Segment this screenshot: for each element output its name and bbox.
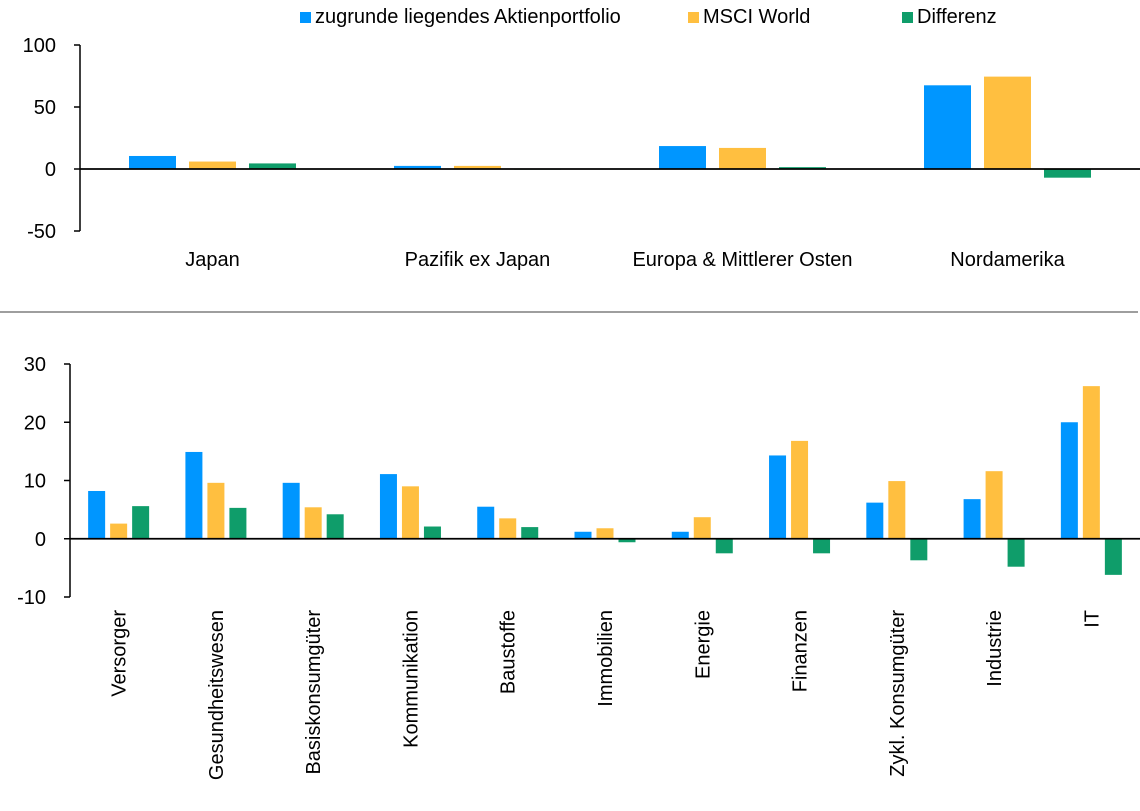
category-label: Nordamerika xyxy=(950,249,1065,271)
bar xyxy=(477,506,495,539)
bar xyxy=(1104,538,1122,575)
y-tick-label: 10 xyxy=(24,471,46,493)
y-tick-label: 20 xyxy=(24,412,46,434)
legend-label-portfolio: zugrunde liegendes Aktienportfolio xyxy=(315,6,621,28)
bar xyxy=(719,147,766,169)
bar xyxy=(866,502,884,539)
bar xyxy=(574,531,592,539)
bar xyxy=(984,76,1031,169)
category-label: IT xyxy=(1081,610,1103,628)
legend-item-portfolio: zugrunde liegendes Aktienportfolio xyxy=(300,6,688,29)
legend-item-differenz: Differenz xyxy=(902,6,997,29)
category-label: Immobilien xyxy=(595,610,617,707)
bar xyxy=(963,499,981,539)
bar xyxy=(423,526,441,539)
bar xyxy=(326,514,344,539)
bar xyxy=(924,85,971,169)
bar xyxy=(888,481,906,539)
bar xyxy=(394,165,441,169)
bar xyxy=(304,507,322,539)
bar xyxy=(189,161,236,169)
y-tick-label: 50 xyxy=(34,97,56,119)
chart-regions: -50 0 50 100 Japan Pazifik ex Japan Europa & M… xyxy=(23,35,1140,271)
bar xyxy=(185,451,203,539)
bar xyxy=(671,531,689,539)
legend-label-msci: MSCI World xyxy=(703,6,811,28)
bar xyxy=(379,474,397,539)
legend-swatch-msci xyxy=(688,12,699,23)
chart-sectors: -10 0 10 20 30 Versorger Gesundheitswesen Basis… xyxy=(17,354,1140,780)
category-label: Energie xyxy=(692,610,714,679)
category-label: Europa & Mittlerer Osten xyxy=(632,249,852,271)
y-tick-label: -10 xyxy=(17,587,46,609)
y-tick-label: 0 xyxy=(35,529,46,551)
bar xyxy=(715,538,733,554)
bar xyxy=(249,163,296,169)
category-label: Pazifik ex Japan xyxy=(405,249,551,271)
category-label: Kommunikation xyxy=(400,610,422,748)
bar xyxy=(401,486,419,539)
category-label: Gesundheitswesen xyxy=(206,610,228,780)
y-tick-label: 100 xyxy=(23,35,56,57)
bar xyxy=(779,167,826,169)
legend-label-differenz: Differenz xyxy=(917,6,997,28)
category-label: Baustoffe xyxy=(498,610,520,694)
category-label: Industrie xyxy=(984,610,1006,687)
y-tick-label: 30 xyxy=(24,354,46,376)
bar xyxy=(229,507,247,539)
legend-item-msci: MSCI World xyxy=(688,6,902,29)
bar xyxy=(1060,422,1078,539)
bar xyxy=(499,518,517,539)
legend: zugrunde liegendes Aktienportfolio MSCI … xyxy=(300,6,997,29)
bar xyxy=(521,527,539,539)
category-label: Japan xyxy=(185,249,240,271)
bar xyxy=(596,528,614,539)
category-label: Basiskonsumgüter xyxy=(303,610,325,775)
bar xyxy=(110,523,128,539)
bar xyxy=(693,517,711,539)
bar xyxy=(132,506,150,539)
bar xyxy=(282,482,300,539)
bar xyxy=(1082,386,1100,539)
category-label: Zykl. Konsumgüter xyxy=(887,610,909,777)
bar xyxy=(985,471,1003,539)
category-label: Finanzen xyxy=(790,610,812,692)
bar xyxy=(129,155,176,169)
bar xyxy=(659,146,706,169)
bar xyxy=(1044,169,1091,178)
bar xyxy=(910,538,928,561)
legend-swatch-portfolio xyxy=(300,12,311,23)
bar xyxy=(1007,538,1025,567)
legend-swatch-differenz xyxy=(902,12,913,23)
y-tick-label: -50 xyxy=(27,221,56,243)
bar xyxy=(88,490,106,539)
bar xyxy=(769,455,787,539)
bar xyxy=(207,482,225,539)
bar xyxy=(813,538,831,554)
bar xyxy=(618,538,636,543)
category-label: Versorger xyxy=(109,610,131,697)
y-tick-label: 0 xyxy=(45,159,56,181)
bar xyxy=(791,440,809,539)
bar xyxy=(454,165,501,169)
